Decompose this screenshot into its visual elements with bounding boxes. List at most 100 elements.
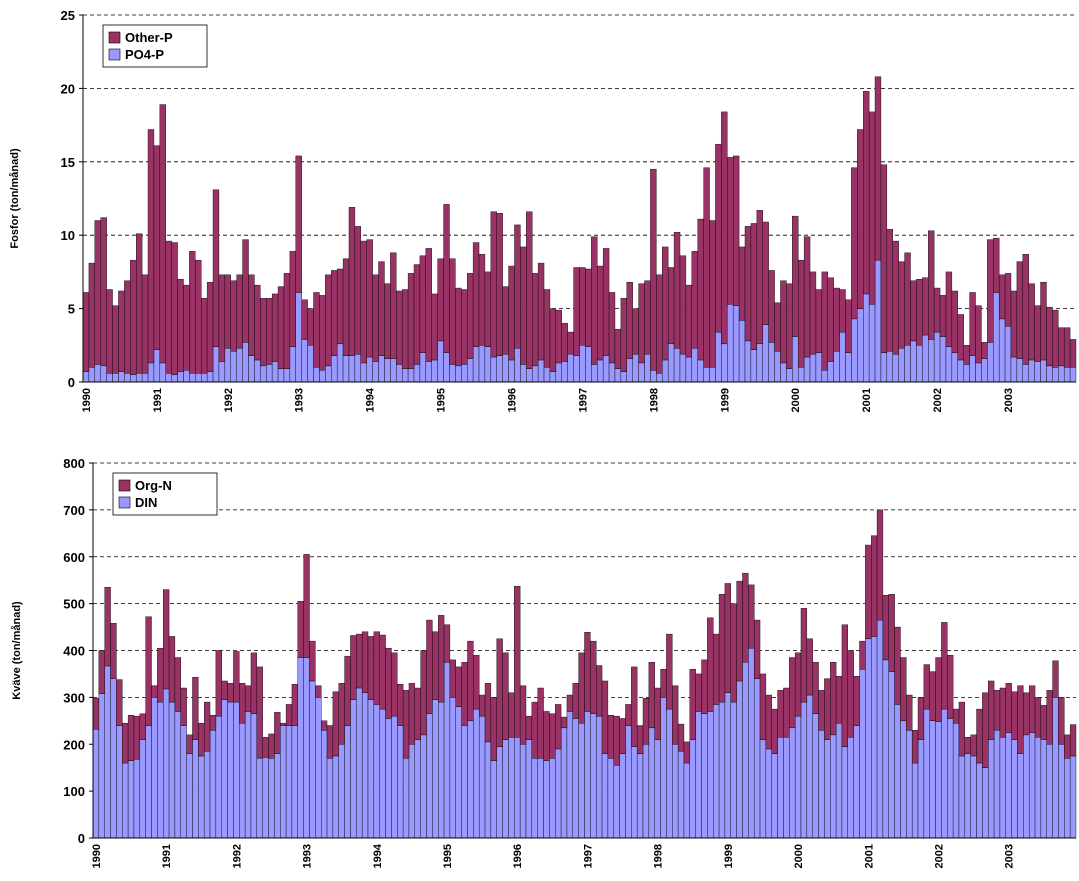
bar-segment (348, 207, 356, 356)
bar-segment (159, 104, 166, 364)
bar-segment (736, 580, 743, 682)
bar-segment (336, 343, 344, 383)
bar-segment (236, 274, 243, 349)
bar-segment (590, 713, 597, 839)
bar-segment (1016, 358, 1024, 383)
y-tick-label: 300 (63, 690, 85, 705)
x-tick-label: 1998 (648, 388, 660, 412)
bar-segment (385, 647, 392, 719)
bar-segment (201, 372, 208, 383)
bar-segment (935, 657, 942, 722)
bar-segment (1011, 739, 1018, 839)
bar-segment (865, 638, 872, 839)
bar-segment (455, 365, 462, 383)
bar-segment (683, 762, 691, 839)
bar-segment (744, 340, 752, 383)
bar-segment (520, 246, 527, 365)
bar-segment (407, 273, 415, 369)
bar-segment (648, 727, 655, 839)
x-tick-label: 1995 (436, 388, 448, 412)
bar-segment (1028, 359, 1035, 383)
bar-segment (233, 651, 240, 703)
bar-segment (372, 274, 379, 362)
bar-segment (672, 744, 679, 839)
bar-segment (601, 753, 609, 839)
x-tick-label: 2002 (932, 388, 944, 412)
bar-segment (732, 305, 740, 383)
bar-segment (1052, 697, 1059, 839)
bar-segment (1069, 755, 1077, 839)
bar-segment (880, 164, 888, 353)
bar-segment (656, 372, 663, 383)
bar-segment (673, 348, 681, 383)
bar-segment (1004, 326, 1012, 383)
bar-segment (230, 280, 237, 352)
bar-segment (325, 365, 332, 383)
bar-segment (256, 666, 263, 759)
bar-segment (765, 694, 772, 750)
bar-segment (933, 331, 941, 383)
bar-segment (906, 694, 913, 731)
bar-segment (203, 701, 211, 752)
x-tick-label: 2001 (863, 844, 875, 868)
bar-segment (677, 751, 685, 839)
bar-segment (461, 289, 468, 365)
bar-segment (874, 259, 882, 383)
bar-segment (543, 711, 550, 761)
bar-segment (254, 359, 261, 383)
bar-segment (455, 706, 462, 839)
y-tick-label: 600 (63, 550, 85, 565)
bar-segment (227, 701, 234, 839)
bar-segment (244, 711, 252, 839)
bar-segment (218, 361, 226, 383)
bar-segment (585, 346, 592, 383)
bar-segment (520, 364, 527, 383)
bar-segment (139, 713, 146, 740)
bar-segment (212, 189, 220, 347)
x-tick-label: 2003 (1004, 844, 1016, 868)
bar-segment (157, 647, 164, 703)
bar-segment (572, 683, 579, 719)
bar-segment (626, 281, 633, 359)
bar-segment (531, 701, 538, 759)
bar-segment (163, 589, 170, 690)
bar-segment (851, 167, 858, 320)
bar-segment (845, 352, 852, 383)
bar-segment (466, 273, 474, 359)
bar-segment (874, 76, 882, 261)
bar-segment (713, 704, 720, 839)
bar-segment (461, 725, 468, 839)
bar-segment (780, 362, 787, 383)
bar-segment (1023, 692, 1030, 736)
bar-segment (209, 714, 217, 731)
bar-segment (502, 353, 509, 383)
bar-segment (703, 167, 710, 368)
x-tick-label: 1995 (442, 844, 454, 868)
bar-segment (922, 277, 929, 336)
bar-segment (221, 680, 228, 700)
bar-segment (315, 685, 322, 698)
bar-segment (309, 640, 316, 682)
bar-segment (933, 287, 941, 333)
bar-segment (555, 704, 562, 750)
bar-segment (750, 223, 758, 350)
bar-segment (301, 299, 308, 340)
bar-segment (947, 718, 954, 839)
bar-segment (753, 678, 761, 839)
bar-segment (853, 725, 860, 839)
bar-segment (585, 268, 592, 347)
bar-segment (625, 725, 632, 839)
bar-segment (911, 729, 919, 764)
bar-segment (508, 359, 515, 383)
bar-segment (336, 268, 344, 345)
bar-segment (857, 308, 864, 383)
bar-segment (526, 368, 533, 383)
bar-segment (360, 240, 367, 364)
bar-segment (644, 280, 651, 355)
bar-segment (283, 368, 291, 383)
bar-segment (455, 666, 462, 707)
bar-segment (1028, 685, 1036, 733)
bar-segment (1052, 660, 1059, 698)
bar-segment (987, 342, 994, 383)
bar-segment (964, 737, 971, 754)
